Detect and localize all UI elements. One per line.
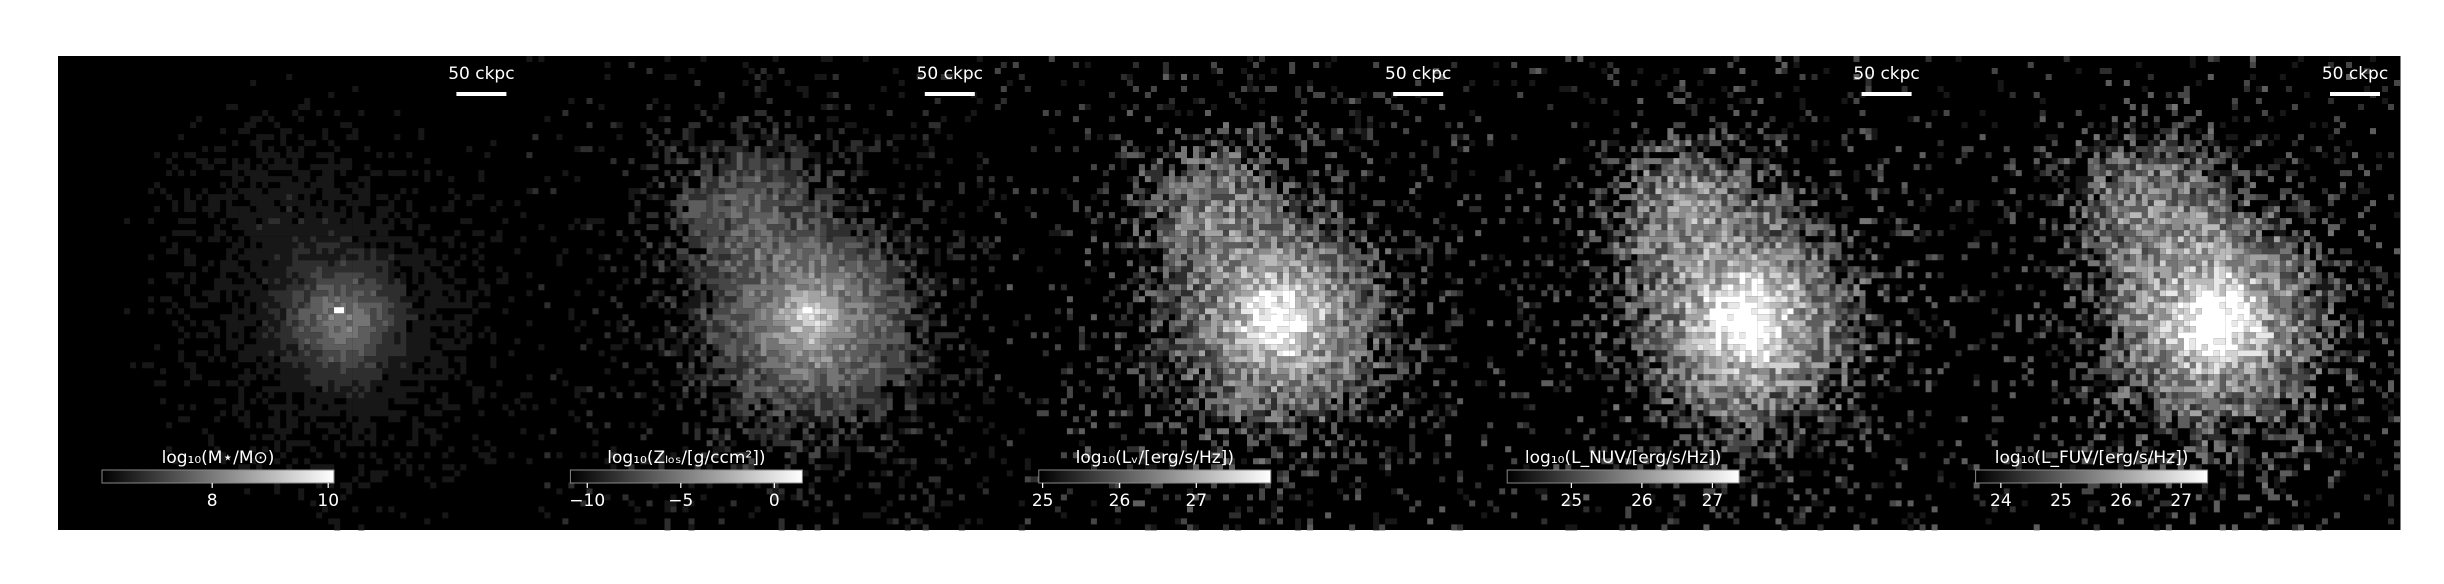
pixel-map <box>796 308 821 327</box>
scale-bar-label: 50 ckpc <box>2322 64 2388 84</box>
pixel-map <box>286 260 395 375</box>
pixel-map <box>124 74 527 531</box>
galaxy-center <box>1270 307 1281 314</box>
scale-bar-label: 50 ckpc <box>448 64 514 84</box>
pixel-map <box>1703 272 1794 363</box>
pixel-map <box>1943 56 2401 525</box>
colorbar-tick-label: 24 <box>1990 491 2012 511</box>
scale-bar-label: 50 ckpc <box>1385 64 1451 84</box>
pixel-map <box>526 62 995 531</box>
pixel-map <box>772 272 851 369</box>
pixel-map <box>2177 272 2262 357</box>
pixel-map <box>1241 290 1308 357</box>
colorbar-label: log₁₀(Zₗₒₛ/[g/ccm²]) <box>607 448 765 468</box>
galaxy-center <box>802 307 813 314</box>
pixel-map <box>1631 158 1836 417</box>
pixel-map <box>2117 200 2298 393</box>
colorbar-tick-label: 25 <box>1032 491 1054 511</box>
pixel-map <box>298 278 389 363</box>
colorbar <box>1506 469 1740 484</box>
colorbar-tick-label: 0 <box>769 491 780 511</box>
pixel-map <box>1463 56 1932 531</box>
scale-bar-label: 50 ckpc <box>1853 64 1919 84</box>
colorbar-tick-label: 27 <box>1702 491 1724 511</box>
colorbar <box>569 469 803 484</box>
colorbar-tick-label: 26 <box>1109 491 1131 511</box>
colorbar-tick-label: 26 <box>1631 491 1653 511</box>
pixel-map <box>316 296 371 345</box>
pixel-map <box>1223 266 1332 369</box>
colorbar-tick-label: 25 <box>2050 491 2072 511</box>
pixel-map <box>1463 62 1932 531</box>
colorbar-tick-label: 10 <box>317 491 339 511</box>
pixel-map <box>328 314 353 333</box>
pixel-map <box>1613 140 1872 429</box>
pixel-map <box>2081 152 2334 447</box>
scale-bar-label: 50 ckpc <box>917 64 983 84</box>
pixel-map <box>1463 56 1932 531</box>
pixel-map <box>682 152 911 429</box>
colorbar-tick-label: −5 <box>668 491 693 511</box>
pixel-map <box>256 194 419 399</box>
colorbar-label: log₁₀(M⋆/M⊙) <box>162 448 275 468</box>
colorbar-tick-label: 25 <box>1561 491 1583 511</box>
colorbar <box>1975 469 2209 484</box>
pixel-map <box>724 176 893 393</box>
galaxy-center <box>2207 307 2218 314</box>
pixel-map <box>994 56 1464 531</box>
galaxy-center <box>334 307 345 314</box>
colorbar-tick-label: 27 <box>1185 491 1207 511</box>
pixel-map <box>994 56 1464 531</box>
colorbar-label: log₁₀(L_FUV/[erg/s/Hz]) <box>1995 448 2189 468</box>
pixel-map <box>1205 206 1344 393</box>
colorbar-tick-label: −10 <box>569 491 605 511</box>
pixel-map <box>748 248 869 381</box>
colorbar-tick-label: 26 <box>2110 491 2132 511</box>
pixel-map <box>1175 176 1356 405</box>
colorbar <box>1038 469 1272 484</box>
pixel-map <box>646 116 965 471</box>
colorbar-label: log₁₀(Lᵥ/[erg/s/Hz]) <box>1076 448 1234 468</box>
colorbar-tick-label: 27 <box>2170 491 2192 511</box>
colorbar <box>101 469 335 484</box>
colorbar-tick-label: 8 <box>207 491 218 511</box>
pixel-map <box>1673 218 1806 387</box>
pixel-map <box>2099 164 2304 417</box>
pixel-map <box>1156 152 1380 423</box>
pixel-map <box>2159 266 2274 375</box>
pixel-map <box>1006 74 1464 531</box>
pixel-map <box>790 302 833 345</box>
pixel-map <box>1235 272 1326 357</box>
pixel-map <box>2147 236 2274 387</box>
galaxy-center <box>1739 307 1750 314</box>
pixel-map <box>994 56 1464 531</box>
pixel-map <box>1126 122 1404 465</box>
colorbar-label: log₁₀(L_NUV/[erg/s/Hz]) <box>1525 448 1722 468</box>
